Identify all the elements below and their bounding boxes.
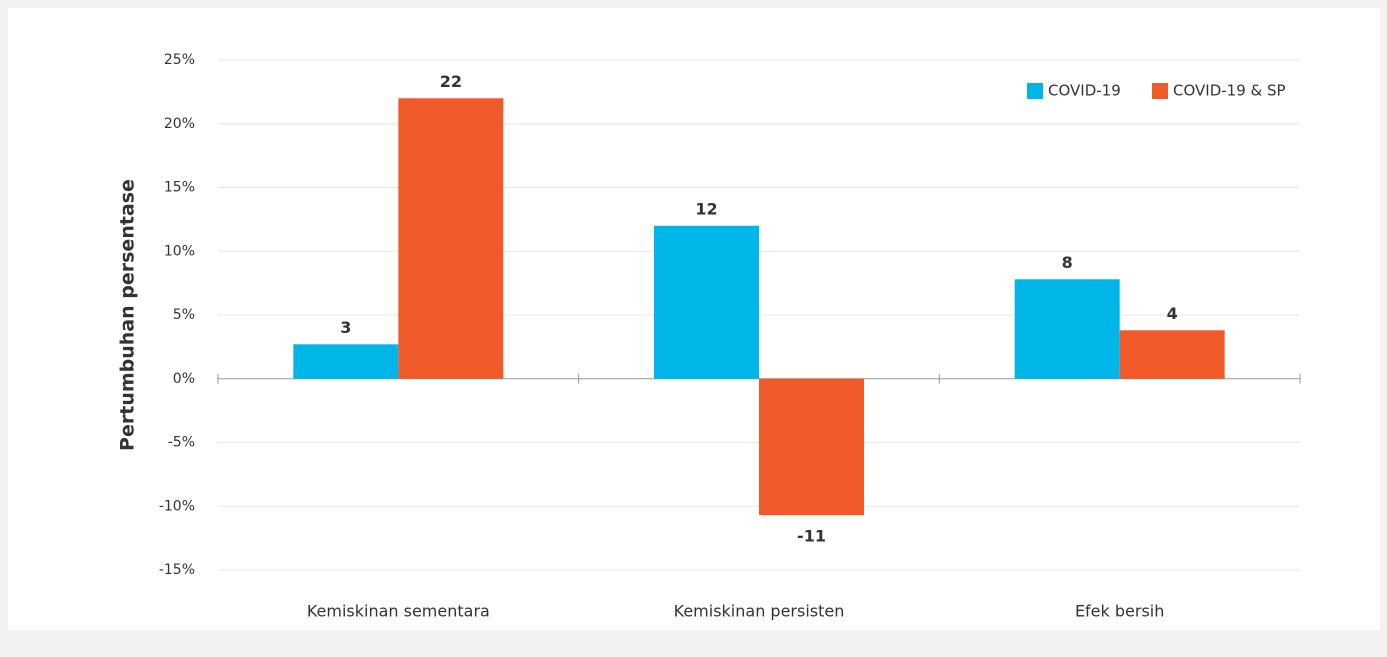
data-label: 12 <box>695 199 717 218</box>
legend-label: COVID-19 <box>1048 82 1121 100</box>
legend-swatch <box>1027 83 1043 99</box>
bar <box>654 225 759 379</box>
data-label: 4 <box>1167 304 1178 323</box>
data-label: 22 <box>440 72 462 91</box>
y-axis-title: Pertumbuhan persentase <box>117 179 139 451</box>
bar <box>759 378 864 516</box>
y-tick-label: 15% <box>164 180 195 196</box>
data-label: -11 <box>797 527 826 546</box>
y-tick-label: 25% <box>164 52 195 68</box>
bar <box>293 344 399 379</box>
y-tick-label: -10% <box>159 498 195 514</box>
data-label: 3 <box>340 318 351 337</box>
y-tick-label: 5% <box>173 307 195 323</box>
legend-label: COVID-19 & SP <box>1173 82 1286 100</box>
x-tick-label: Kemiskinan sementara <box>307 602 490 621</box>
y-tick-label: -5% <box>168 435 195 451</box>
x-tick-label: Kemiskinan persisten <box>674 602 845 621</box>
y-tick-label: 0% <box>173 371 195 387</box>
x-tick-label: Efek bersih <box>1075 602 1164 621</box>
bar <box>1119 330 1225 379</box>
y-tick-label: 10% <box>164 243 195 259</box>
bar <box>1014 279 1120 379</box>
legend-swatch <box>1152 83 1168 99</box>
bar <box>398 98 504 379</box>
y-tick-label: 20% <box>164 116 195 132</box>
y-tick-label: -15% <box>159 562 195 578</box>
data-label: 8 <box>1062 253 1073 272</box>
